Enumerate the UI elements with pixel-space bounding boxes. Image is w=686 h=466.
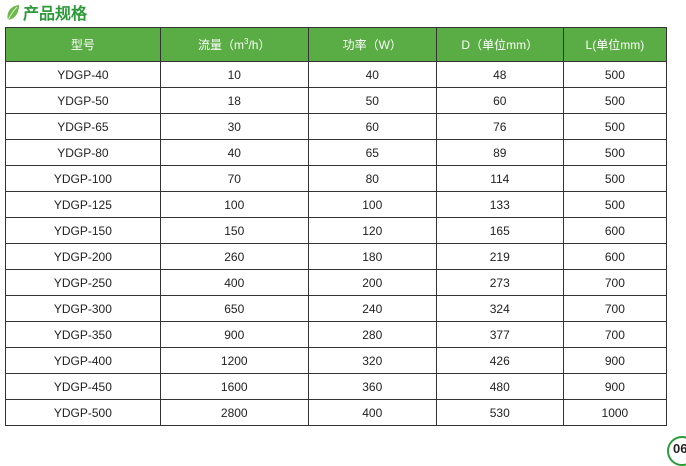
table-cell: 120 <box>307 217 437 244</box>
table-cell: 80 <box>307 165 437 192</box>
table-cell: 219 <box>435 243 564 270</box>
table-row: YDGP-80 40 65 89 500 <box>5 139 668 166</box>
table-cell: 260 <box>159 243 309 270</box>
table-row: YDGP-250 400 200 273 700 <box>5 269 668 296</box>
table-cell: YDGP-300 <box>5 295 161 322</box>
table-cell: YDGP-350 <box>5 321 161 348</box>
table-row: YDGP-300 650 240 324 700 <box>5 295 668 322</box>
table-row: YDGP-125 100 100 133 500 <box>5 191 668 218</box>
table-cell: 324 <box>435 295 564 322</box>
table-cell: 426 <box>435 347 564 374</box>
table-row: YDGP-65 30 60 76 500 <box>5 113 668 140</box>
table-cell: 114 <box>435 165 564 192</box>
section-title: 产品规格 <box>6 2 88 23</box>
table-cell: YDGP-400 <box>5 347 161 374</box>
table-cell: 165 <box>435 217 564 244</box>
table-cell: 65 <box>307 139 437 166</box>
table-cell: 500 <box>562 139 668 166</box>
table-cell: 133 <box>435 191 564 218</box>
table-cell: 10 <box>159 61 309 88</box>
table-cell: 1000 <box>562 399 668 426</box>
table-cell: YDGP-80 <box>5 139 161 166</box>
table-cell: YDGP-200 <box>5 243 161 270</box>
table-cell: 60 <box>307 113 437 140</box>
table-cell: 530 <box>435 399 564 426</box>
table-cell: YDGP-40 <box>5 61 161 88</box>
table-row: YDGP-40 10 40 48 500 <box>5 61 668 88</box>
table-cell: YDGP-50 <box>5 87 161 114</box>
table-cell: 48 <box>435 61 564 88</box>
table-cell: 500 <box>562 113 668 140</box>
table-cell: YDGP-100 <box>5 165 161 192</box>
table-cell: 500 <box>562 191 668 218</box>
table-cell: 40 <box>159 139 309 166</box>
table-row: YDGP-350 900 280 377 700 <box>5 321 668 348</box>
table-cell: 18 <box>159 87 309 114</box>
table-row: YDGP-400 1200 320 426 900 <box>5 347 668 374</box>
header-flow: 流量（m3/h） <box>159 27 309 62</box>
table-cell: YDGP-150 <box>5 217 161 244</box>
table-cell: 500 <box>562 87 668 114</box>
table-cell: 240 <box>307 295 437 322</box>
table-cell: 900 <box>159 321 309 348</box>
table-cell: YDGP-450 <box>5 373 161 400</box>
table-cell: 76 <box>435 113 564 140</box>
table-cell: 480 <box>435 373 564 400</box>
table-cell: 1200 <box>159 347 309 374</box>
table-cell: 400 <box>159 269 309 296</box>
header-power: 功率（W） <box>307 27 437 62</box>
table-cell: YDGP-250 <box>5 269 161 296</box>
table-row: YDGP-50 18 50 60 500 <box>5 87 668 114</box>
header-d: D（单位mm） <box>435 27 564 62</box>
table-row: YDGP-100 70 80 114 500 <box>5 165 668 192</box>
table-cell: 40 <box>307 61 437 88</box>
leaf-icon <box>7 4 19 20</box>
section-title-text: 产品规格 <box>23 6 88 23</box>
table-row: YDGP-450 1600 360 480 900 <box>5 373 668 400</box>
table-cell: 320 <box>307 347 437 374</box>
table-header-row: 型号 流量（m3/h） 功率（W） D（单位mm） L(单位mm) <box>5 27 668 62</box>
table-cell: 70 <box>159 165 309 192</box>
table-cell: 30 <box>159 113 309 140</box>
table-cell: 2800 <box>159 399 309 426</box>
table-cell: 200 <box>307 269 437 296</box>
spec-table: 型号 流量（m3/h） 功率（W） D（单位mm） L(单位mm) YDGP-4… <box>5 27 668 426</box>
table-cell: 500 <box>562 61 668 88</box>
table-cell: 273 <box>435 269 564 296</box>
table-row: YDGP-500 2800 400 530 1000 <box>5 399 668 426</box>
table-cell: 377 <box>435 321 564 348</box>
table-cell: 89 <box>435 139 564 166</box>
table-cell: 700 <box>562 269 668 296</box>
table-row: YDGP-150 150 120 165 600 <box>5 217 668 244</box>
table-cell: 650 <box>159 295 309 322</box>
table-cell: 280 <box>307 321 437 348</box>
table-cell: 600 <box>562 243 668 270</box>
table-cell: 150 <box>159 217 309 244</box>
table-cell: 600 <box>562 217 668 244</box>
table-cell: YDGP-65 <box>5 113 161 140</box>
table-cell: 180 <box>307 243 437 270</box>
page-number: 06 <box>667 436 686 466</box>
table-cell: 700 <box>562 321 668 348</box>
table-cell: YDGP-500 <box>5 399 161 426</box>
table-cell: 500 <box>562 165 668 192</box>
table-cell: 700 <box>562 295 668 322</box>
table-cell: 900 <box>562 373 668 400</box>
table-cell: 100 <box>307 191 437 218</box>
table-row: YDGP-200 260 180 219 600 <box>5 243 668 270</box>
table-cell: YDGP-125 <box>5 191 161 218</box>
table-cell: 50 <box>307 87 437 114</box>
table-cell: 400 <box>307 399 437 426</box>
table-cell: 60 <box>435 87 564 114</box>
table-cell: 1600 <box>159 373 309 400</box>
header-model: 型号 <box>5 27 161 62</box>
header-l: L(单位mm) <box>562 27 668 62</box>
table-cell: 360 <box>307 373 437 400</box>
table-cell: 100 <box>159 191 309 218</box>
table-cell: 900 <box>562 347 668 374</box>
